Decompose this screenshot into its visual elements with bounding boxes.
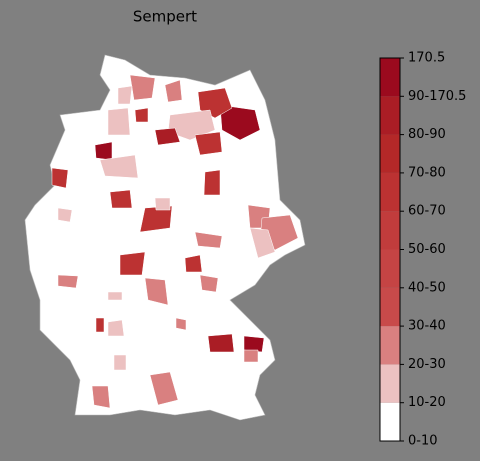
colorbar-segment bbox=[380, 249, 400, 288]
district bbox=[149, 371, 179, 406]
district bbox=[57, 274, 79, 289]
district bbox=[129, 74, 156, 101]
colorbar-label: 10-20 bbox=[408, 395, 446, 410]
district bbox=[154, 197, 171, 211]
colorbar-label: 50-60 bbox=[408, 242, 446, 257]
colorbar-segment bbox=[380, 364, 400, 403]
colorbar-label: 30-40 bbox=[408, 319, 446, 334]
district bbox=[57, 207, 73, 223]
germany-map bbox=[24, 54, 306, 421]
district bbox=[109, 189, 133, 209]
colorbar-segment bbox=[380, 402, 400, 441]
district bbox=[243, 349, 259, 363]
district bbox=[94, 141, 113, 161]
district bbox=[134, 107, 149, 123]
district bbox=[91, 385, 111, 409]
district bbox=[243, 335, 265, 353]
colorbar-segment bbox=[380, 96, 400, 135]
colorbar-segment bbox=[380, 211, 400, 250]
colorbar-label: 90-170.5 bbox=[408, 89, 466, 104]
district bbox=[117, 85, 133, 105]
colorbar-segment bbox=[380, 172, 400, 212]
colorbar-label: 80-90 bbox=[408, 127, 446, 142]
colorbar-label: 70-80 bbox=[408, 165, 446, 180]
district bbox=[154, 127, 181, 146]
colorbar-segment bbox=[380, 287, 400, 327]
district bbox=[175, 317, 187, 331]
colorbar-label: 0-10 bbox=[408, 434, 438, 449]
colorbar: 0-10 10-20 20-30 30-40 40-50 50-60 60-70 70-80 8… bbox=[379, 51, 466, 449]
district bbox=[99, 154, 139, 179]
district bbox=[164, 79, 183, 103]
district bbox=[113, 354, 127, 371]
colorbar-segment bbox=[380, 58, 400, 97]
colorbar-label: 20-30 bbox=[408, 357, 446, 372]
colorbar-segment bbox=[380, 326, 400, 365]
map-title: Sempert bbox=[133, 8, 197, 26]
district-fills bbox=[51, 74, 299, 409]
district bbox=[184, 254, 203, 273]
district bbox=[119, 251, 146, 276]
district bbox=[219, 104, 261, 141]
district bbox=[107, 291, 123, 301]
district bbox=[107, 319, 125, 337]
district bbox=[144, 277, 169, 306]
district bbox=[194, 131, 223, 156]
district bbox=[95, 317, 105, 333]
district bbox=[207, 333, 235, 353]
colorbar-label: 60-70 bbox=[408, 204, 446, 219]
colorbar-segment bbox=[380, 134, 400, 173]
district bbox=[203, 169, 221, 196]
colorbar-label: 170.5 bbox=[408, 51, 445, 66]
district bbox=[194, 231, 223, 249]
district bbox=[107, 107, 131, 136]
colorbar-label: 40-50 bbox=[408, 280, 446, 295]
district bbox=[199, 274, 219, 293]
district bbox=[51, 167, 69, 189]
district bbox=[249, 227, 276, 259]
